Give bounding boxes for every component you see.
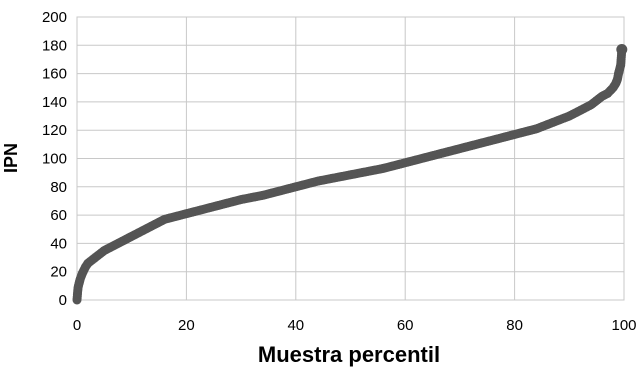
y-axis-tick-labels: 0 20 40 60 80 100 120 140 160 180 200 <box>42 9 67 309</box>
x-tick-label: 20 <box>178 317 195 334</box>
x-tick-label: 40 <box>287 317 304 334</box>
y-tick-label: 200 <box>42 9 67 26</box>
data-points <box>72 44 628 305</box>
y-tick-label: 100 <box>42 151 67 168</box>
y-tick-label: 160 <box>42 66 67 83</box>
data-point <box>616 44 628 56</box>
x-axis-title: Muestra percentil <box>258 342 440 367</box>
y-tick-label: 180 <box>42 37 67 54</box>
gridlines <box>76 16 625 301</box>
y-tick-label: 140 <box>42 94 67 111</box>
x-tick-label: 0 <box>73 317 81 334</box>
x-tick-label: 80 <box>506 317 523 334</box>
y-tick-label: 40 <box>50 235 67 252</box>
plot-area-border <box>76 16 625 301</box>
x-tick-label: 60 <box>397 317 414 334</box>
y-tick-label: 120 <box>42 122 67 139</box>
y-tick-label: 0 <box>59 292 67 309</box>
y-tick-label: 20 <box>50 264 67 281</box>
y-tick-label: 60 <box>50 207 67 224</box>
y-axis-title: IPN <box>1 143 21 173</box>
y-tick-label: 80 <box>50 179 67 196</box>
x-tick-label: 100 <box>611 317 636 334</box>
x-axis-tick-labels: 0 20 40 60 80 100 <box>73 317 637 334</box>
